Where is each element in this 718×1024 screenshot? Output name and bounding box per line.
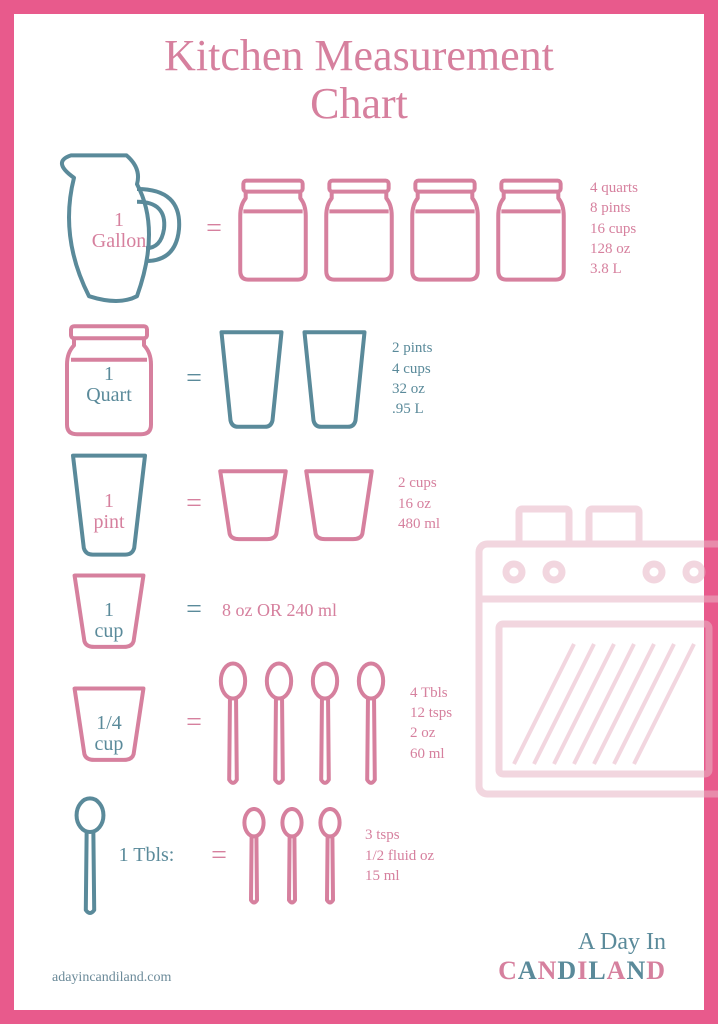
conversions-tbls: 3 tsps1/2 fluid oz15 ml [365,825,434,886]
result-icons [234,174,570,284]
left-icon-gallon: 1Gallon [44,149,194,309]
cup_tall-icon [297,326,372,431]
spoon_large-icon [260,661,298,786]
conversion-value: 32 oz [392,379,432,399]
row-gallon: 1Gallon= 4 quarts8 pints16 cups128 oz3.8 … [44,149,674,309]
conversion-value: 128 oz [590,239,638,259]
result-icons [214,661,390,786]
equals-sign: = [174,594,214,626]
left-label: 1Quart [44,364,174,406]
result-icons [214,326,372,431]
left-label: 1cup [44,600,174,642]
conversion-value: 60 ml [410,744,452,764]
spoon_large-icon [69,796,111,916]
footer-url: adayincandiland.com [52,970,171,986]
spoon_small-icon [277,807,307,905]
conversion-value: 4 quarts [590,178,638,198]
jar-icon [492,174,570,284]
result-icons [214,465,378,543]
conversion-value: 2 pints [392,338,432,358]
conversion-value: 3.8 L [590,259,638,279]
cup_short-icon [300,465,378,543]
conversion-value: 16 oz [398,494,440,514]
left-icon-tbls: 1 Tbls: [44,796,199,916]
logo-line2: CANDILAND [498,956,666,986]
left-icon-pint: 1pint [44,449,174,559]
jar-icon [234,174,312,284]
conversion-value: 4 cups [392,359,432,379]
equals-sign: = [194,213,234,245]
conversion-value: 8 oz OR 240 ml [222,598,337,622]
row-quarter_cup: 1/4cup= 4 Tbls12 tsps2 oz60 ml [44,661,674,786]
page-title: Kitchen MeasurementChart [44,32,674,129]
equals-sign: = [174,488,214,520]
cup_short-icon [214,465,292,543]
conversion-value: 480 ml [398,514,440,534]
conversion-value: 1/2 fluid oz [365,846,434,866]
conversions-quart: 2 pints4 cups32 oz.95 L [392,338,432,419]
equals-sign: = [174,363,214,395]
row-tbls: 1 Tbls: = 3 tsps1/2 fluid oz15 ml [44,796,674,916]
spoon_large-icon [306,661,344,786]
conversion-value: 4 Tbls [410,683,452,703]
row-cup: 1cup= 8 oz OR 240 ml [44,569,674,651]
conversion-value: 2 oz [410,723,452,743]
spoon_small-icon [315,807,345,905]
conversions-pint: 2 cups16 oz480 ml [398,473,440,534]
conversions-quarter_cup: 4 Tbls12 tsps2 oz60 ml [410,683,452,764]
conversions-cup: 8 oz OR 240 ml [222,598,337,622]
jar-icon [406,174,484,284]
cup_tall-icon [214,326,289,431]
conversion-value: 12 tsps [410,703,452,723]
left-icon-quart: 1Quart [44,319,174,439]
jar-icon [320,174,398,284]
brand-logo: A Day In CANDILAND [498,929,666,986]
left-label: 1Gallon [44,210,194,252]
conversion-value: 16 cups [590,219,638,239]
conversion-value: 15 ml [365,866,434,886]
left-label: 1pint [44,491,174,533]
left-icon-cup: 1cup [44,569,174,651]
result-icons [239,807,345,905]
row-quart: 1Quart= 2 pints4 cups32 oz.95 L [44,319,674,439]
left-label: 1 Tbls: [119,844,175,867]
measurement-rows: 1Gallon=4 quarts8 pints16 cups128 oz3.8 … [44,149,674,916]
left-label: 1/4cup [44,713,174,755]
spoon_large-icon [352,661,390,786]
conversions-gallon: 4 quarts8 pints16 cups128 oz3.8 L [590,178,638,279]
conversion-value: 8 pints [590,198,638,218]
conversion-value: .95 L [392,399,432,419]
logo-line1: A Day In [498,929,666,956]
conversion-value: 3 tsps [365,825,434,845]
spoon_large-icon [214,661,252,786]
left-icon-quarter_cup: 1/4cup [44,682,174,764]
equals-sign: = [174,707,214,739]
row-pint: 1pint= 2 cups16 oz480 ml [44,449,674,559]
spoon_small-icon [239,807,269,905]
conversion-value: 2 cups [398,473,440,493]
equals-sign: = [199,840,239,872]
